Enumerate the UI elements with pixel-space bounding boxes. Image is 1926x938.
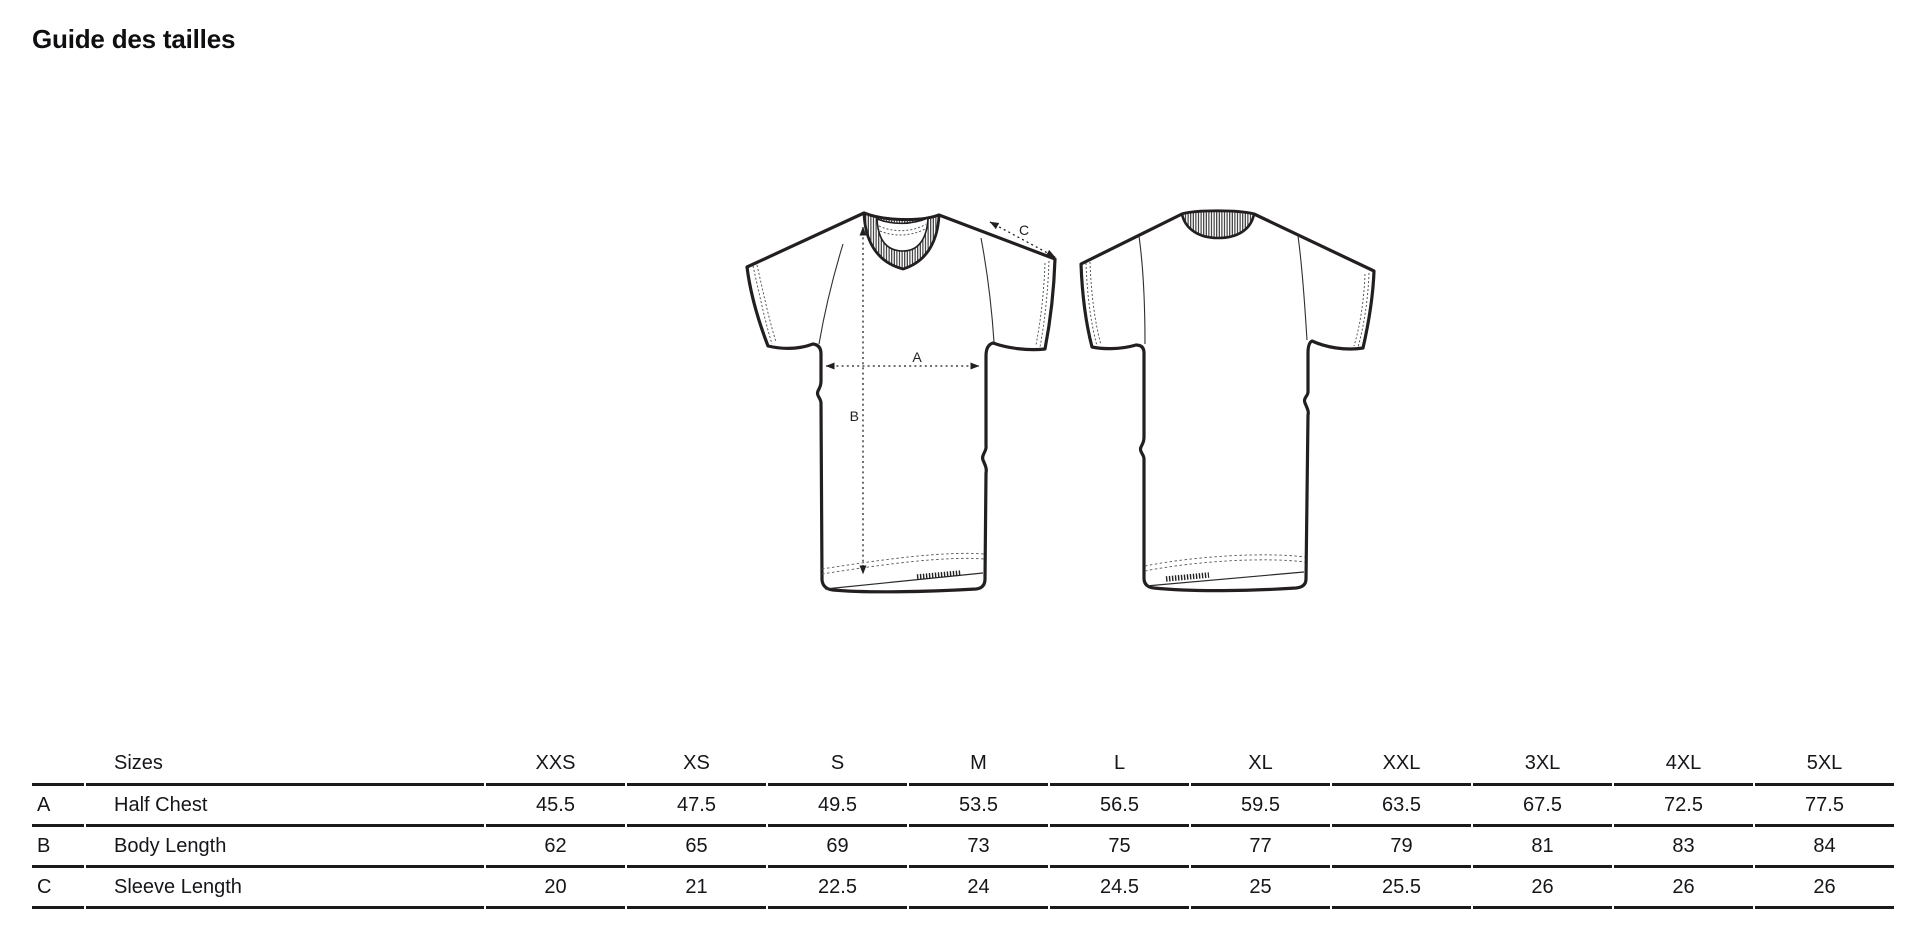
half-chest-s: 49.5 <box>768 786 907 827</box>
body-length-xl: 77 <box>1191 827 1330 868</box>
back-hem-stitching <box>1144 554 1306 572</box>
sleeve-length-xxl: 25.5 <box>1332 868 1471 909</box>
body-length-3xl: 81 <box>1473 827 1612 868</box>
tshirt-back-outline <box>1079 209 1376 593</box>
size-guide-diagram: A B C <box>745 160 1405 610</box>
half-chest-5xl: 77.5 <box>1755 786 1894 827</box>
body-length-l: 75 <box>1050 827 1189 868</box>
body-length-xxs: 62 <box>486 827 625 868</box>
front-left-armhole-seam <box>818 243 844 345</box>
row-label: Sleeve Length <box>86 868 484 909</box>
sleeve-length-s: 22.5 <box>768 868 907 909</box>
dimension-arrow-c <box>989 221 1056 258</box>
front-cuff-stitching <box>752 260 1050 348</box>
size-table-header-row: Sizes XXS XS S M L XL XXL 3XL 4XL 5XL <box>32 740 1894 786</box>
back-cuff-stitching <box>1085 261 1370 348</box>
size-table: Sizes XXS XS S M L XL XXL 3XL 4XL 5XL A … <box>30 740 1896 909</box>
back-right-armhole-seam <box>1297 235 1308 341</box>
dimension-label-a: A <box>912 349 922 365</box>
size-col-header-4xl: 4XL <box>1614 740 1753 786</box>
back-hem-hatch-detail <box>1165 572 1210 582</box>
table-row-sleeve-length: C Sleeve Length 20 21 22.5 24 24.5 25 25… <box>32 868 1894 909</box>
sleeve-length-xs: 21 <box>627 868 766 909</box>
front-backneck-stitching <box>878 223 927 236</box>
size-col-header-s: S <box>768 740 907 786</box>
sleeve-length-3xl: 26 <box>1473 868 1612 909</box>
sleeve-length-l: 24.5 <box>1050 868 1189 909</box>
sleeve-length-xl: 25 <box>1191 868 1330 909</box>
row-label: Body Length <box>86 827 484 868</box>
body-length-xs: 65 <box>627 827 766 868</box>
row-letter: C <box>32 868 84 909</box>
half-chest-xxs: 45.5 <box>486 786 625 827</box>
size-col-header-3xl: 3XL <box>1473 740 1612 786</box>
body-length-s: 69 <box>768 827 907 868</box>
front-hem-stitching <box>821 552 985 575</box>
body-length-5xl: 84 <box>1755 827 1894 868</box>
sleeve-length-4xl: 26 <box>1614 868 1753 909</box>
tshirt-front-illustration <box>745 211 1057 594</box>
tshirt-front-outline <box>745 211 1057 594</box>
body-length-xxl: 79 <box>1332 827 1471 868</box>
dimension-label-c: C <box>1019 222 1029 238</box>
half-chest-xl: 59.5 <box>1191 786 1330 827</box>
front-hem-hatch-detail <box>916 570 962 580</box>
sleeve-length-xxs: 20 <box>486 868 625 909</box>
half-chest-m: 53.5 <box>909 786 1048 827</box>
table-row-half-chest: A Half Chest 45.5 47.5 49.5 53.5 56.5 59… <box>32 786 1894 827</box>
front-right-armhole-seam <box>980 237 995 343</box>
page-title: Guide des tailles <box>32 24 236 54</box>
row-letter: A <box>32 786 84 827</box>
half-chest-xs: 47.5 <box>627 786 766 827</box>
half-chest-l: 56.5 <box>1050 786 1189 827</box>
header-sizes-label: Sizes <box>86 740 484 786</box>
half-chest-3xl: 67.5 <box>1473 786 1612 827</box>
tshirt-back-illustration <box>1079 209 1376 593</box>
back-hem-fold-line <box>1145 571 1305 587</box>
sleeve-length-m: 24 <box>909 868 1048 909</box>
size-col-header-xl: XL <box>1191 740 1330 786</box>
sleeve-length-5xl: 26 <box>1755 868 1894 909</box>
size-col-header-xxl: XXL <box>1332 740 1471 786</box>
size-col-header-l: L <box>1050 740 1189 786</box>
front-neck-opening <box>876 216 929 252</box>
back-left-armhole-seam <box>1138 235 1146 345</box>
body-length-4xl: 83 <box>1614 827 1753 868</box>
body-length-m: 73 <box>909 827 1048 868</box>
row-label: Half Chest <box>86 786 484 827</box>
table-row-body-length: B Body Length 62 65 69 73 75 77 79 81 83… <box>32 827 1894 868</box>
half-chest-xxl: 63.5 <box>1332 786 1471 827</box>
back-collar-rib <box>1180 209 1256 240</box>
size-col-header-xs: XS <box>627 740 766 786</box>
tshirt-measurement-illustration: A B C <box>745 209 1376 594</box>
row-letter: B <box>32 827 84 868</box>
size-col-header-m: M <box>909 740 1048 786</box>
size-col-header-xxs: XXS <box>486 740 625 786</box>
dimension-label-b: B <box>850 408 859 424</box>
header-letter-cell <box>32 740 84 786</box>
half-chest-4xl: 72.5 <box>1614 786 1753 827</box>
size-col-header-5xl: 5XL <box>1755 740 1894 786</box>
